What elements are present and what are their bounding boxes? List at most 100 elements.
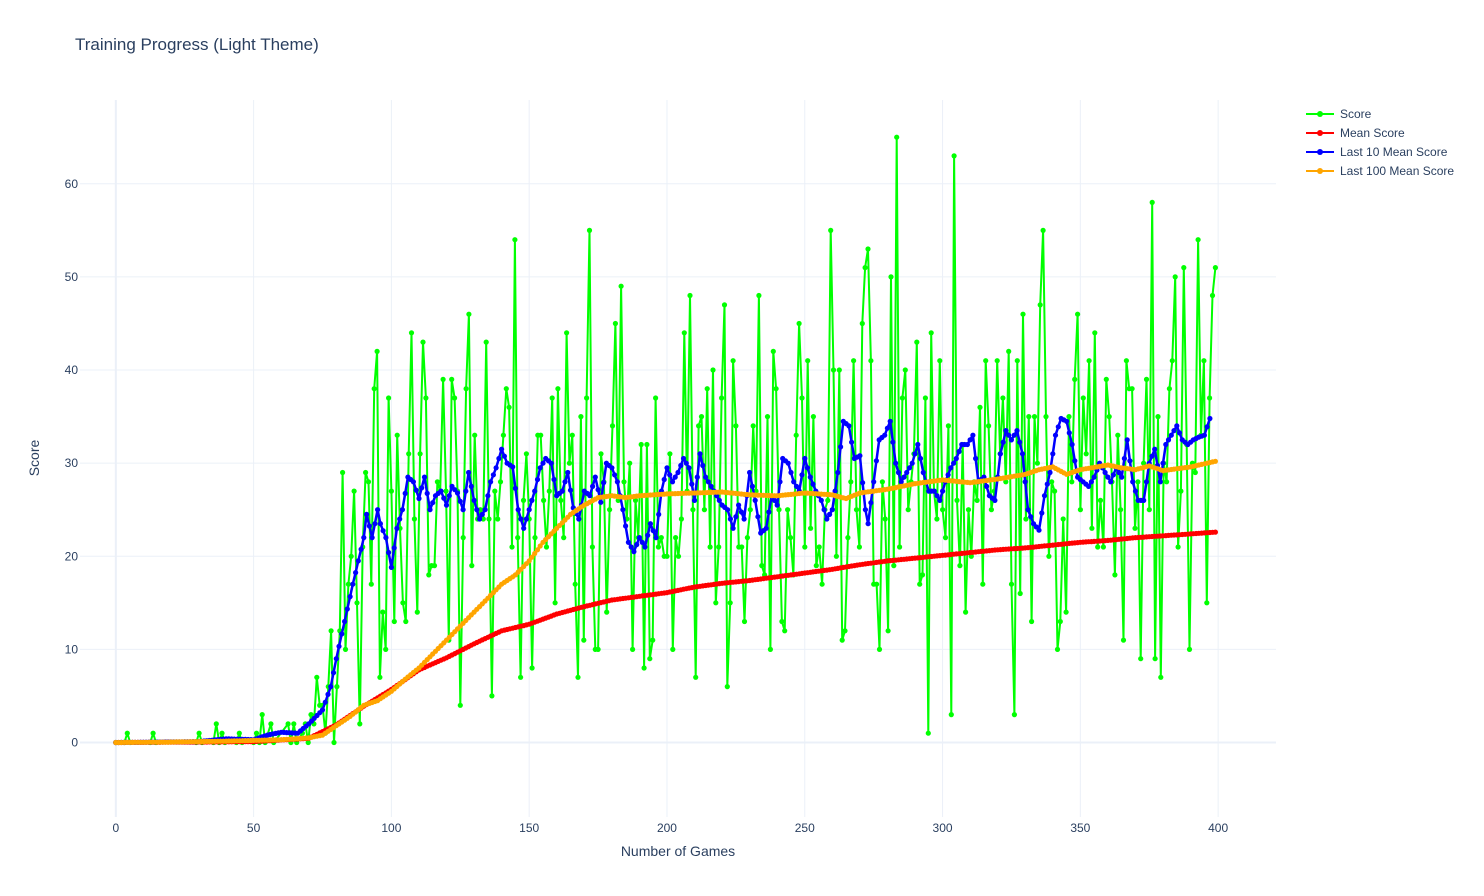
score-series-point bbox=[523, 451, 530, 457]
score-series-point bbox=[799, 395, 805, 401]
score-series-point bbox=[500, 432, 506, 438]
score-series-point bbox=[434, 479, 440, 485]
legend-entry-label[interactable]: Score bbox=[1340, 107, 1372, 121]
score-series-point bbox=[518, 674, 524, 680]
score-series-point bbox=[1112, 572, 1118, 578]
score-series-point bbox=[497, 479, 504, 485]
score-series-point bbox=[291, 721, 297, 727]
score-series-point bbox=[1169, 358, 1175, 364]
score-series-point bbox=[564, 330, 570, 336]
last-10-mean-series-point bbox=[799, 472, 805, 478]
last-100-mean-series-point bbox=[534, 547, 541, 553]
score-series-point bbox=[403, 618, 409, 625]
last-10-mean-series-point bbox=[906, 465, 913, 471]
score-series-point bbox=[914, 339, 920, 345]
last-10-mean-series-point bbox=[749, 483, 756, 489]
last-10-mean-series-point bbox=[716, 497, 722, 503]
last-10-mean-series-point bbox=[1050, 451, 1056, 457]
score-series-point bbox=[543, 544, 550, 550]
last-10-mean-series-point bbox=[895, 469, 902, 476]
score-series-point bbox=[411, 516, 417, 522]
score-series-point bbox=[457, 702, 463, 708]
last-10-mean-series-point bbox=[551, 476, 557, 483]
last-10-mean-series-point bbox=[791, 479, 797, 485]
last-10-mean-series-point bbox=[350, 581, 356, 587]
last-10-mean-series-point bbox=[328, 684, 334, 690]
last-10-mean-series-point bbox=[1086, 483, 1092, 489]
last-10-mean-series-point bbox=[609, 465, 615, 471]
last-10-mean-series-point bbox=[738, 509, 745, 515]
score-series-point bbox=[595, 646, 601, 653]
score-series-point bbox=[1146, 507, 1152, 513]
last-10-mean-series-point bbox=[446, 493, 452, 499]
last-10-mean-series-point bbox=[397, 516, 403, 522]
last-100-mean-series-point bbox=[526, 558, 532, 564]
last-10-mean-series-point bbox=[835, 469, 841, 476]
x-tick-label: 350 bbox=[1070, 821, 1090, 835]
score-series-point bbox=[388, 488, 394, 494]
score-series-point bbox=[431, 563, 438, 569]
score-series-point bbox=[541, 497, 547, 503]
last-10-mean-series-point bbox=[1041, 493, 1048, 499]
score-series-point bbox=[268, 721, 274, 727]
last-10-mean-series-point bbox=[920, 469, 926, 476]
score-series-point bbox=[512, 237, 518, 243]
score-series-point bbox=[259, 712, 265, 718]
last-10-mean-series-point bbox=[454, 490, 461, 496]
score-series-point bbox=[566, 460, 573, 466]
score-series-point bbox=[925, 730, 931, 736]
score-series-point bbox=[1118, 507, 1124, 513]
score-series-point bbox=[314, 674, 320, 680]
last-10-mean-series-point bbox=[1119, 474, 1125, 480]
score-series-point bbox=[386, 395, 392, 401]
last-10-mean-series-point bbox=[1055, 424, 1061, 430]
last-10-mean-series-point bbox=[443, 502, 450, 508]
score-series-point bbox=[1192, 469, 1198, 476]
score-series-point bbox=[859, 320, 865, 327]
last-10-mean-series-point bbox=[330, 670, 337, 676]
last-10-mean-series-point bbox=[477, 516, 483, 522]
score-series-point bbox=[1054, 646, 1061, 653]
last-10-mean-series-point bbox=[904, 469, 910, 476]
score-series-point bbox=[334, 684, 340, 690]
score-series-point bbox=[308, 712, 314, 718]
score-series-point bbox=[469, 563, 475, 569]
legend-entry-label[interactable]: Last 10 Mean Score bbox=[1340, 145, 1448, 159]
score-series-point bbox=[495, 516, 501, 522]
score-series-point bbox=[885, 628, 891, 634]
last-10-mean-series-point bbox=[394, 525, 400, 531]
last-10-mean-series-point bbox=[319, 707, 326, 713]
last-10-mean-series-point bbox=[1069, 441, 1075, 448]
score-series-point bbox=[1049, 479, 1055, 485]
score-series-point bbox=[744, 535, 751, 541]
last-10-mean-series-point bbox=[827, 511, 833, 517]
last-10-mean-series-point bbox=[479, 511, 485, 517]
last-100-mean-series-point bbox=[1212, 458, 1218, 464]
score-series-point bbox=[1072, 376, 1078, 382]
last-10-mean-series-point bbox=[829, 507, 835, 513]
score-series-point bbox=[609, 423, 616, 429]
score-series-point bbox=[954, 497, 960, 503]
last-10-mean-series-point bbox=[1130, 479, 1136, 485]
score-series-point bbox=[776, 507, 782, 513]
score-series-point bbox=[638, 441, 644, 448]
last-10-mean-series-point bbox=[664, 465, 670, 471]
last-10-mean-series-point bbox=[375, 507, 381, 513]
score-series-point bbox=[1149, 199, 1155, 205]
score-series-point bbox=[796, 320, 802, 327]
last-10-mean-series-point bbox=[669, 479, 676, 485]
score-series-point bbox=[805, 358, 811, 364]
score-series-point bbox=[440, 376, 446, 382]
score-series-point bbox=[400, 600, 406, 606]
last-10-mean-series-point bbox=[752, 497, 758, 503]
score-series-point bbox=[1201, 358, 1207, 364]
last-10-mean-series-point bbox=[703, 474, 709, 480]
score-series-point bbox=[704, 386, 710, 392]
last-10-mean-series-point bbox=[846, 423, 852, 429]
score-series-point bbox=[919, 572, 926, 578]
legend-entry-label[interactable]: Mean Score bbox=[1340, 126, 1405, 140]
legend-entry-label[interactable]: Last 100 Mean Score bbox=[1340, 164, 1454, 178]
score-series-point bbox=[853, 507, 860, 513]
last-10-mean-series-point bbox=[915, 441, 921, 448]
score-series-point bbox=[1103, 376, 1109, 382]
